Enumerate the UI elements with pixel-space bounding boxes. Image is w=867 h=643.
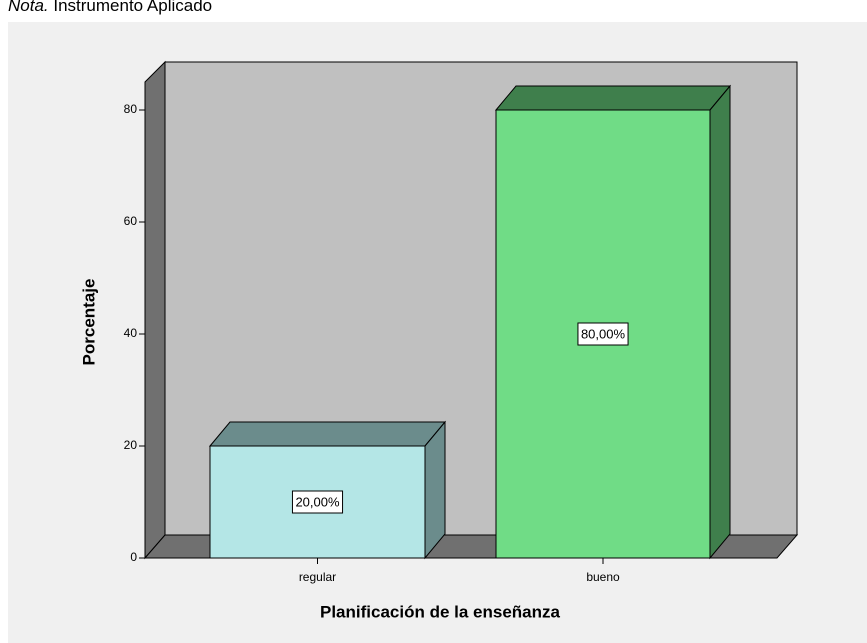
y-axis-title: Porcentaje <box>79 279 98 366</box>
value-label-box <box>577 322 629 346</box>
x-axis-title: Planificación de la enseñanza <box>320 602 561 621</box>
note-label: Nota. <box>8 0 49 15</box>
note-text: Instrumento Aplicado <box>53 0 213 15</box>
x-tick-label: regular <box>299 570 336 584</box>
value-label: 20,00% <box>295 494 340 509</box>
value-label: 80,00% <box>581 326 626 341</box>
bar-top <box>208 421 447 447</box>
y-tick-label: 40 <box>124 326 138 340</box>
bar-side <box>709 84 731 560</box>
y-tick-label: 60 <box>124 214 138 228</box>
left-wall <box>144 60 166 560</box>
y-tick-label: 0 <box>130 550 137 564</box>
note: Nota. Instrumento Aplicado <box>8 0 212 16</box>
x-tick-label: bueno <box>586 570 620 584</box>
y-tick-label: 80 <box>124 102 138 116</box>
y-tick-label: 20 <box>124 438 138 452</box>
bar-side <box>424 420 446 560</box>
value-label-box <box>291 490 344 514</box>
bar-top <box>494 85 732 111</box>
